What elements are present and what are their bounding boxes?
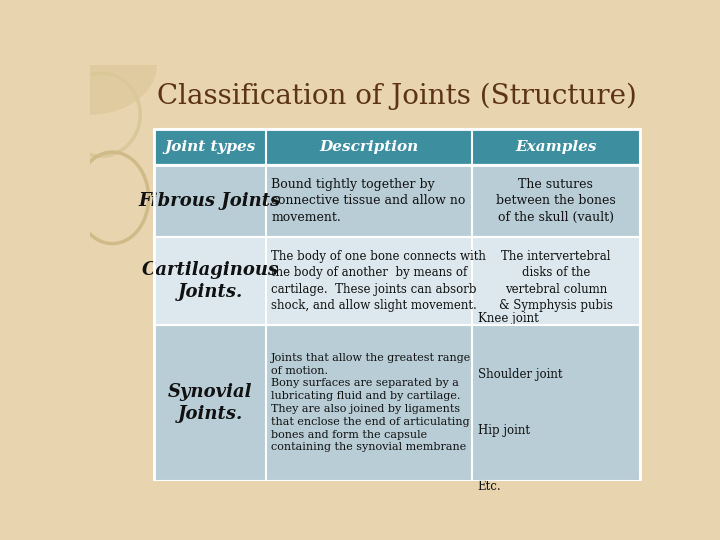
- Text: The sutures
between the bones
of the skull (vault): The sutures between the bones of the sku…: [496, 178, 616, 224]
- Text: Bound tightly together by
connective tissue and allow no
movement.: Bound tightly together by connective tis…: [271, 178, 466, 224]
- Text: Cartilaginous
Joints.: Cartilaginous Joints.: [141, 261, 279, 301]
- Bar: [154, 325, 639, 481]
- Text: Fibrous Joints: Fibrous Joints: [139, 192, 281, 210]
- Text: Description: Description: [320, 140, 418, 154]
- Bar: [154, 238, 639, 325]
- Text: Joints that allow the greatest range
of motion.
Bony surfaces are separated by a: Joints that allow the greatest range of …: [271, 353, 472, 453]
- Text: The intervertebral
disks of the
vertebral column
& Symphysis pubis: The intervertebral disks of the vertebra…: [499, 250, 613, 312]
- Text: Synovial
Joints.: Synovial Joints.: [168, 382, 252, 423]
- Text: The body of one bone connects with
the body of another  by means of
cartilage.  : The body of one bone connects with the b…: [271, 250, 486, 312]
- Bar: [154, 129, 639, 481]
- Wedge shape: [90, 65, 157, 114]
- Text: Knee joint

Shoulder joint

Hip joint

Etc.: Knee joint Shoulder joint Hip joint Etc.: [478, 312, 562, 493]
- Bar: [154, 129, 639, 165]
- Text: Joint types: Joint types: [164, 140, 256, 154]
- Text: Examples: Examples: [516, 140, 597, 154]
- Bar: [154, 165, 639, 238]
- Text: Classification of Joints (Structure): Classification of Joints (Structure): [157, 82, 636, 110]
